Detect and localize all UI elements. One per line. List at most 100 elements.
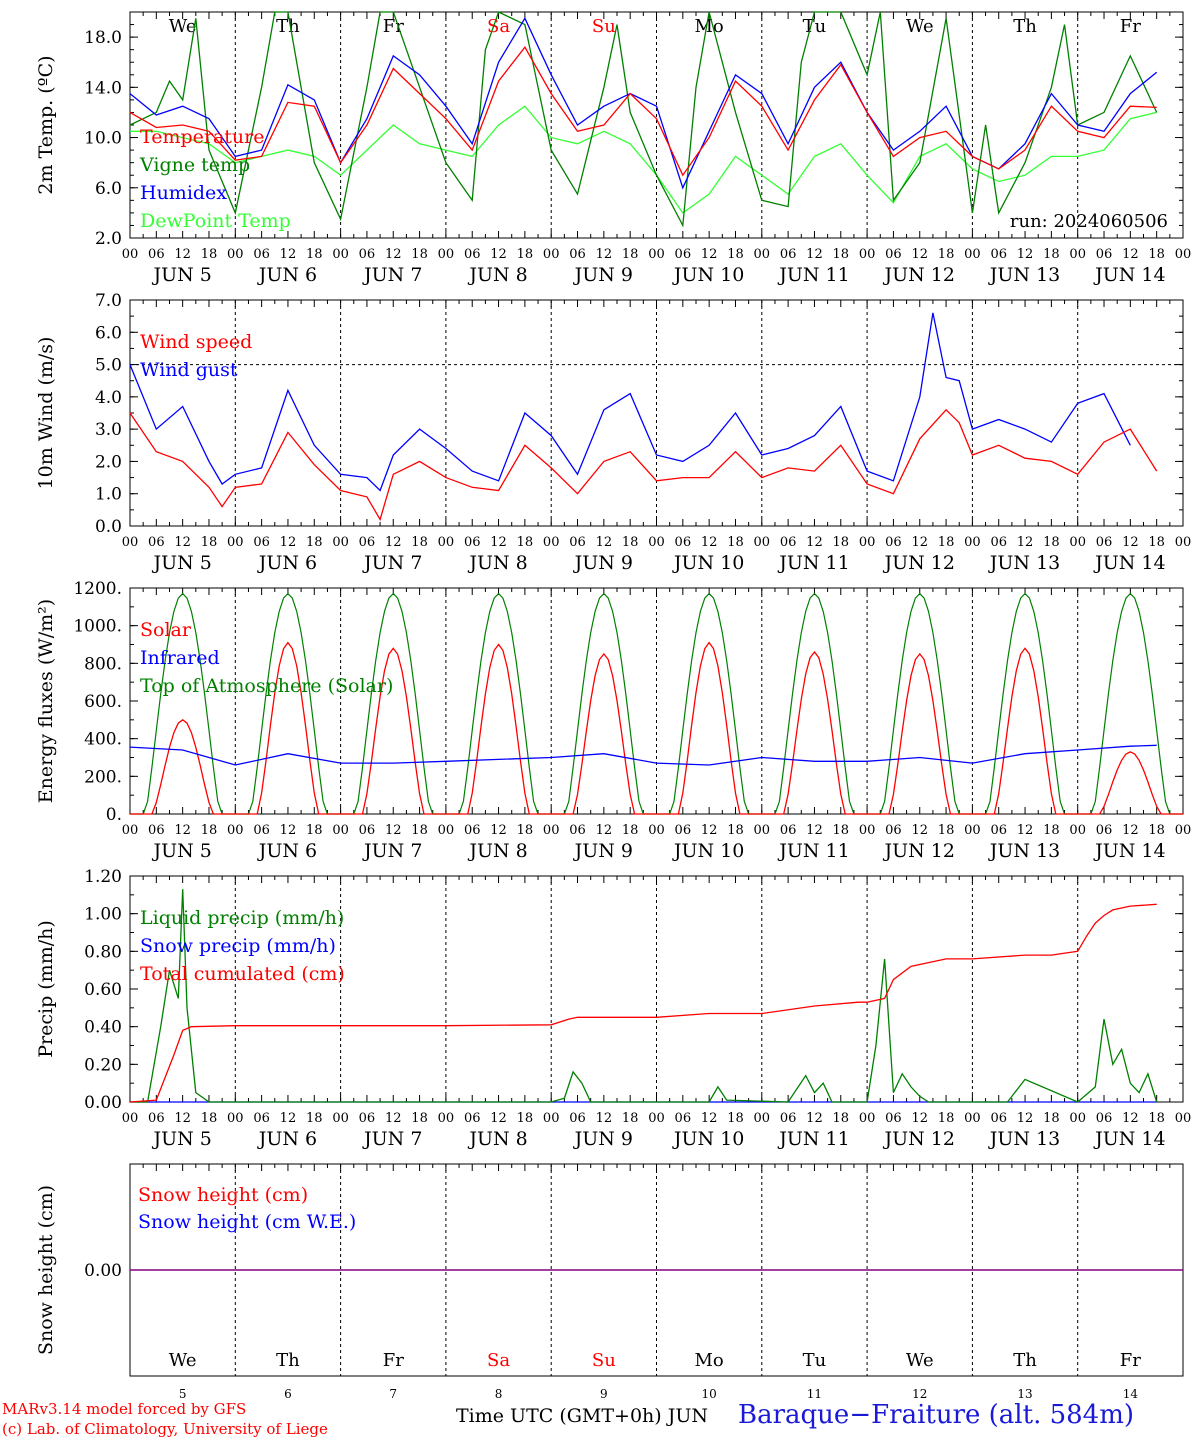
hour-tick-label: 06 xyxy=(1096,1111,1113,1126)
hour-tick-label: 00 xyxy=(543,1111,560,1126)
day-number-label: 12 xyxy=(912,1387,927,1400)
series-line-temperature xyxy=(129,46,1157,177)
hour-tick-label: 18 xyxy=(622,247,639,262)
hour-tick-label: 12 xyxy=(1122,823,1139,838)
weekday-label: Fr xyxy=(383,16,404,37)
day-tick-label: JUN 9 xyxy=(573,552,633,574)
hour-tick-label: 12 xyxy=(280,535,297,550)
y-tick-label: 400. xyxy=(84,730,122,750)
hour-tick-label: 12 xyxy=(1017,1111,1034,1126)
hour-tick-label: 06 xyxy=(148,247,165,262)
hour-tick-label: 00 xyxy=(859,1111,876,1126)
hour-tick-label: 06 xyxy=(464,1111,481,1126)
hour-tick-label: 06 xyxy=(1096,247,1113,262)
weekday-label: Tu xyxy=(803,1350,827,1371)
y-tick-label: 0.0 xyxy=(95,517,122,537)
day-number-label: 11 xyxy=(807,1387,822,1400)
day-tick-label: JUN 12 xyxy=(883,552,955,574)
hour-tick-label: 12 xyxy=(385,823,402,838)
series-line-total-cumulated-cm- xyxy=(129,903,1157,1103)
y-tick-label: 4.0 xyxy=(95,388,122,408)
hour-tick-label: 00 xyxy=(332,535,349,550)
day-tick-label: JUN 10 xyxy=(672,264,744,286)
day-number-label: 5 xyxy=(179,1387,187,1400)
hour-tick-label: 18 xyxy=(938,1111,955,1126)
hour-tick-label: 12 xyxy=(911,823,928,838)
hour-tick-label: 12 xyxy=(806,247,823,262)
day-tick-label: JUN 13 xyxy=(988,1128,1060,1150)
hour-tick-label: 00 xyxy=(227,247,244,262)
hour-tick-label: 00 xyxy=(438,535,455,550)
weekday-label: Tu xyxy=(803,16,827,37)
y-axis-label: 2m Temp. (ºC) xyxy=(35,55,57,194)
hour-tick-label: 18 xyxy=(1043,823,1060,838)
hour-tick-label: 00 xyxy=(1175,247,1192,262)
hour-tick-label: 18 xyxy=(306,823,323,838)
weekday-label: We xyxy=(906,16,934,37)
hour-tick-label: 00 xyxy=(859,823,876,838)
series-line-solar xyxy=(130,641,1183,815)
legend-entry: Liquid precip (mm/h) xyxy=(140,907,344,929)
y-tick-label: 800. xyxy=(84,654,122,674)
day-tick-label: JUN 6 xyxy=(257,1128,317,1150)
y-axis-label: Snow height (cm) xyxy=(35,1185,57,1355)
hour-tick-label: 18 xyxy=(938,247,955,262)
day-tick-label: JUN 8 xyxy=(467,264,527,286)
hour-tick-label: 06 xyxy=(990,823,1007,838)
hour-tick-label: 00 xyxy=(122,1111,139,1126)
hour-tick-label: 12 xyxy=(701,535,718,550)
weekday-label: Mo xyxy=(695,1350,724,1371)
y-tick-label: 2.0 xyxy=(95,229,122,249)
hour-tick-label: 00 xyxy=(332,1111,349,1126)
lab-credit: (c) Lab. of Climatology, University of L… xyxy=(2,1420,328,1438)
day-number-label: 13 xyxy=(1017,1387,1032,1400)
hour-tick-label: 00 xyxy=(648,823,665,838)
hour-tick-label: 00 xyxy=(122,247,139,262)
weekday-label: Th xyxy=(276,16,300,37)
hour-tick-label: 06 xyxy=(675,823,692,838)
day-tick-label: JUN 11 xyxy=(777,552,849,574)
hour-tick-label: 18 xyxy=(833,247,850,262)
hour-tick-label: 12 xyxy=(806,1111,823,1126)
hour-tick-label: 00 xyxy=(648,1111,665,1126)
day-tick-label: JUN 13 xyxy=(988,552,1060,574)
hour-tick-label: 18 xyxy=(517,823,534,838)
hour-tick-label: 12 xyxy=(1017,247,1034,262)
hour-tick-label: 00 xyxy=(332,823,349,838)
day-tick-label: JUN 9 xyxy=(573,840,633,862)
day-tick-label: JUN 6 xyxy=(257,552,317,574)
weekday-label: We xyxy=(169,1350,197,1371)
day-tick-label: JUN 5 xyxy=(151,840,211,862)
hour-tick-label: 00 xyxy=(648,247,665,262)
hour-tick-label: 18 xyxy=(306,1111,323,1126)
y-tick-label: 3.0 xyxy=(95,420,122,440)
day-tick-label: JUN 9 xyxy=(573,1128,633,1150)
hour-tick-label: 18 xyxy=(727,535,744,550)
weekday-label: Th xyxy=(276,1350,300,1371)
hour-tick-label: 12 xyxy=(490,1111,507,1126)
hour-tick-label: 06 xyxy=(885,535,902,550)
hour-tick-label: 00 xyxy=(1175,1111,1192,1126)
hour-tick-label: 12 xyxy=(385,247,402,262)
hour-tick-label: 06 xyxy=(359,823,376,838)
day-tick-label: JUN 5 xyxy=(151,552,211,574)
hour-tick-label: 00 xyxy=(1069,1111,1086,1126)
hour-tick-label: 06 xyxy=(464,247,481,262)
hour-tick-label: 06 xyxy=(148,823,165,838)
day-tick-label: JUN 14 xyxy=(1093,552,1165,574)
y-tick-label: 1.20 xyxy=(84,867,122,887)
hour-tick-label: 06 xyxy=(464,535,481,550)
weekday-label: Sa xyxy=(487,1350,510,1371)
hour-tick-label: 18 xyxy=(622,823,639,838)
y-tick-label: 0.60 xyxy=(84,980,122,1000)
hour-tick-label: 12 xyxy=(1122,535,1139,550)
day-number-label: 10 xyxy=(702,1387,717,1400)
hour-tick-label: 18 xyxy=(727,247,744,262)
day-tick-label: JUN 14 xyxy=(1093,1128,1165,1150)
hour-tick-label: 00 xyxy=(543,535,560,550)
day-number-label: 7 xyxy=(389,1387,397,1400)
day-number-label: 8 xyxy=(495,1387,503,1400)
y-tick-label: 200. xyxy=(84,767,122,787)
y-tick-label: 1000. xyxy=(73,617,122,637)
day-tick-label: JUN 11 xyxy=(777,264,849,286)
